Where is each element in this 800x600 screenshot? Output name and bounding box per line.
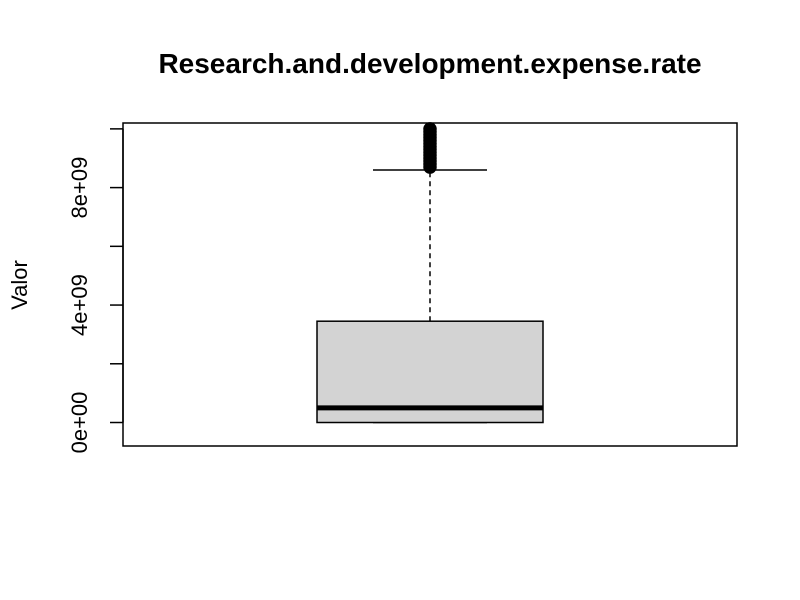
outlier-point <box>423 122 437 136</box>
y-tick-label: 0e+00 <box>67 392 92 454</box>
outlier-group <box>423 122 437 174</box>
y-tick-label: 8e+09 <box>67 157 92 219</box>
y-axis: 0e+00 4e+09 8e+09 <box>67 128 124 454</box>
y-tick-label: 4e+09 <box>67 274 92 336</box>
chart-title: Research.and.development.expense.rate <box>158 48 701 79</box>
y-axis-label: Valor <box>7 260 32 310</box>
box-group <box>316 169 544 424</box>
